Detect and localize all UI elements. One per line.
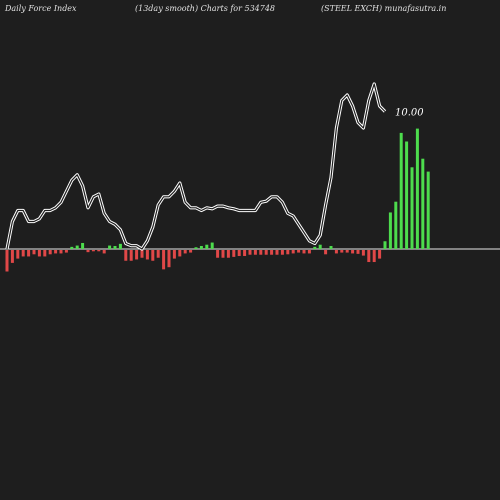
force-bar — [205, 244, 209, 249]
force-bar — [64, 250, 68, 253]
force-bar — [372, 250, 376, 263]
force-bar — [307, 250, 311, 254]
force-bar — [378, 250, 382, 259]
force-bar — [145, 250, 149, 260]
force-bar — [226, 250, 230, 258]
force-bar — [210, 242, 214, 249]
force-bar — [21, 250, 25, 257]
force-bar — [280, 250, 284, 255]
force-bar — [421, 158, 425, 249]
force-bar — [318, 244, 322, 249]
force-index-line-outline — [5, 82, 387, 251]
force-bar — [426, 171, 430, 249]
force-bar — [162, 250, 166, 270]
force-bar — [108, 245, 112, 249]
force-bar — [54, 250, 58, 254]
force-bar — [221, 250, 225, 258]
force-bar — [383, 241, 387, 249]
force-bar — [259, 250, 263, 255]
force-bar — [334, 250, 338, 254]
force-bar — [178, 250, 182, 257]
force-bar — [313, 246, 317, 249]
force-bar — [43, 250, 47, 257]
force-bar — [172, 250, 176, 259]
force-bar — [253, 250, 257, 255]
force-bar — [59, 250, 63, 254]
force-bar — [367, 250, 371, 263]
force-bar — [248, 250, 252, 255]
force-bar — [194, 247, 198, 249]
force-bar — [270, 250, 274, 255]
force-bar — [151, 250, 155, 261]
force-bar — [340, 250, 344, 253]
force-bar — [329, 245, 333, 249]
force-bar — [183, 250, 187, 254]
force-bar — [297, 250, 301, 253]
force-bar — [345, 250, 349, 253]
force-bar — [140, 250, 144, 258]
force-bar — [394, 201, 398, 249]
force-bar — [118, 243, 122, 249]
force-bar — [286, 250, 290, 255]
force-bar — [10, 250, 14, 263]
force-bar — [216, 250, 220, 258]
force-bar — [361, 250, 365, 256]
force-bar — [243, 250, 247, 257]
force-bar — [388, 212, 392, 249]
force-bar — [399, 132, 403, 249]
force-bar — [91, 250, 95, 252]
force-bar — [291, 250, 295, 254]
force-bar — [27, 250, 31, 257]
force-bar — [156, 250, 160, 258]
chart-subtitle: (13day smooth) Charts for 534748 — [135, 4, 276, 13]
force-bar — [275, 250, 279, 255]
force-bar — [324, 250, 328, 255]
force-bar — [135, 250, 139, 260]
force-bar — [199, 245, 203, 249]
force-bar — [264, 250, 268, 255]
force-bar — [410, 167, 414, 249]
force-bar — [302, 250, 306, 254]
force-bar — [189, 250, 193, 253]
force-bar — [232, 250, 236, 257]
force-bar — [113, 245, 117, 249]
force-bar — [48, 250, 52, 255]
force-bar — [167, 250, 171, 268]
force-bar — [351, 250, 355, 254]
force-bar — [16, 250, 20, 259]
force-bar — [405, 141, 409, 249]
last-value-label: 10.00 — [395, 108, 424, 119]
force-bar — [129, 250, 133, 261]
force-bar — [97, 250, 101, 252]
force-bar — [75, 245, 79, 249]
force-bar — [102, 250, 106, 254]
force-index-line — [6, 83, 386, 250]
force-bar — [81, 242, 85, 249]
force-bar — [124, 250, 128, 261]
force-bar — [37, 250, 41, 257]
chart-title: Daily Force Index — [5, 4, 77, 13]
force-bar — [415, 128, 419, 249]
chart-source: (STEEL EXCH) munafasutra.in — [321, 4, 447, 13]
force-bar — [237, 250, 241, 257]
force-bar — [32, 250, 36, 255]
force-bar — [5, 250, 9, 272]
force-bar — [356, 250, 360, 254]
force-bar — [70, 246, 74, 249]
force-bar — [86, 250, 90, 253]
